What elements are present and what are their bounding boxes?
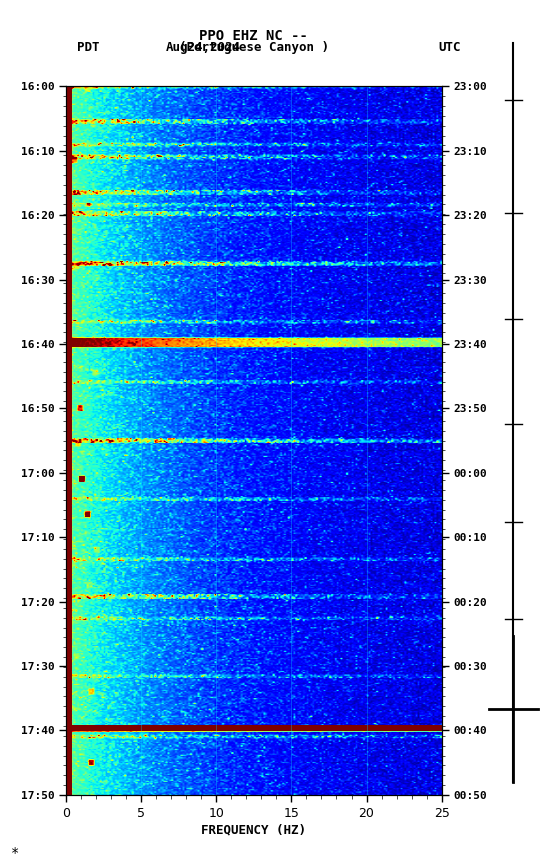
Text: UTC: UTC [439, 41, 461, 54]
Text: (Portuguese Canyon ): (Portuguese Canyon ) [179, 41, 329, 54]
Text: PDT: PDT [77, 41, 100, 54]
Text: PPO EHZ NC --: PPO EHZ NC -- [199, 29, 309, 43]
Text: Aug24,2024: Aug24,2024 [166, 41, 241, 54]
X-axis label: FREQUENCY (HZ): FREQUENCY (HZ) [201, 824, 306, 837]
Text: *: * [11, 846, 19, 860]
